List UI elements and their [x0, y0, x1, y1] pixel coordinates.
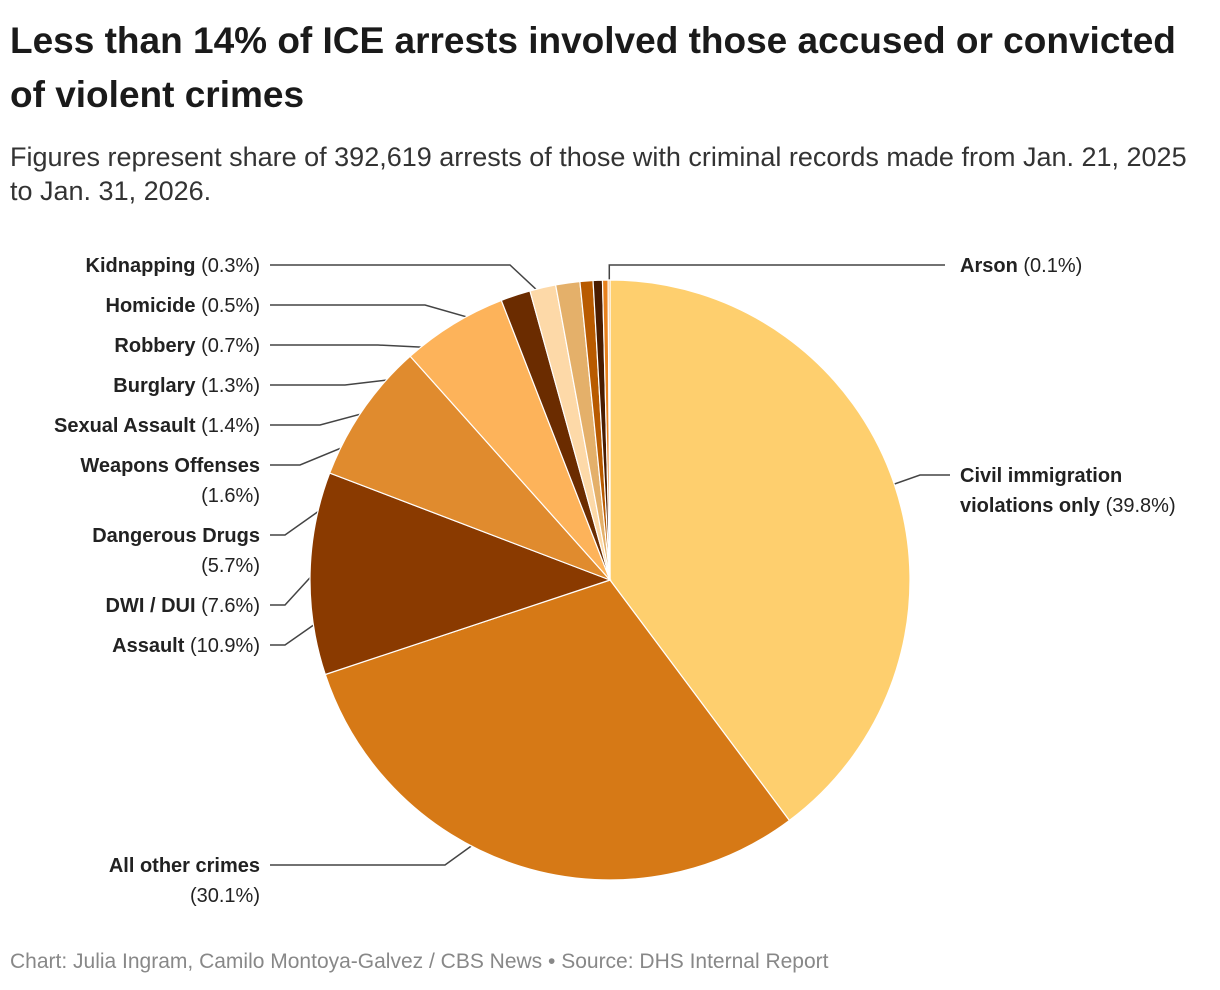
slice-label: Burglary (1.3%)	[113, 375, 260, 397]
pie-slice	[609, 279, 911, 822]
slice-label: Dangerous Drugs (5.7%)	[92, 525, 260, 577]
chart-subtitle: Figures represent share of 392,619 arres…	[10, 142, 1187, 206]
pie-slice	[324, 579, 791, 881]
chart-title: Less than 14% of ICE arrests involved th…	[10, 20, 1176, 115]
slice-label: DWI / DUI (7.6%)	[106, 595, 260, 617]
slice-label: Arson (0.1%)	[960, 255, 1082, 277]
chart-credit: Chart: Julia Ingram, Camilo Montoya-Galv…	[10, 950, 829, 973]
pie-slice	[309, 472, 612, 676]
slice-label: Sexual Assault (1.4%)	[54, 415, 260, 437]
pie-slice	[607, 279, 611, 581]
pie-slice	[328, 355, 611, 581]
slice-label: Kidnapping (0.3%)	[86, 255, 260, 277]
slice-label: All other crimes (30.1%)	[109, 855, 260, 907]
slice-label: Homicide (0.5%)	[106, 295, 261, 317]
slice-label: Assault (10.9%)	[112, 635, 260, 657]
slice-label: Robbery (0.7%)	[114, 335, 260, 357]
slice-label: Civil immigration violations only (39.8%)	[960, 465, 1176, 517]
slice-label: Weapons Offenses (1.6%)	[80, 455, 260, 507]
